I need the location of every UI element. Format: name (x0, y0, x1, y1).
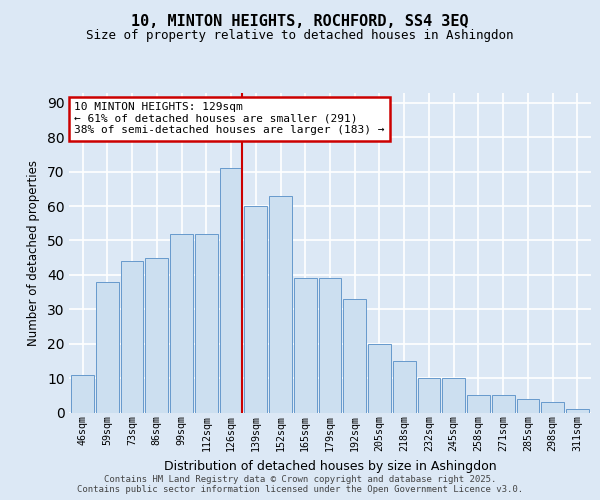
Bar (145, 258, 168, 412)
Bar (244, 206, 267, 412)
Bar (71, 374, 94, 412)
Bar (368, 344, 391, 412)
Bar (220, 168, 242, 412)
Bar (418, 378, 440, 412)
Bar (96, 282, 119, 412)
Bar (343, 299, 366, 412)
Bar (442, 378, 465, 412)
Y-axis label: Number of detached properties: Number of detached properties (27, 160, 40, 346)
Bar (269, 196, 292, 412)
Bar (541, 402, 564, 412)
Bar (517, 398, 539, 412)
Text: 10 MINTON HEIGHTS: 129sqm
← 61% of detached houses are smaller (291)
38% of semi: 10 MINTON HEIGHTS: 129sqm ← 61% of detac… (74, 102, 385, 136)
Text: 10, MINTON HEIGHTS, ROCHFORD, SS4 3EQ: 10, MINTON HEIGHTS, ROCHFORD, SS4 3EQ (131, 14, 469, 28)
Bar (195, 234, 218, 412)
Bar (566, 409, 589, 412)
X-axis label: Distribution of detached houses by size in Ashingdon: Distribution of detached houses by size … (164, 460, 496, 472)
Text: Contains HM Land Registry data © Crown copyright and database right 2025.
Contai: Contains HM Land Registry data © Crown c… (77, 474, 523, 494)
Bar (492, 396, 515, 412)
Bar (170, 234, 193, 412)
Bar (294, 278, 317, 412)
Text: Size of property relative to detached houses in Ashingdon: Size of property relative to detached ho… (86, 30, 514, 43)
Bar (467, 396, 490, 412)
Bar (319, 278, 341, 412)
Bar (121, 261, 143, 412)
Bar (393, 361, 416, 412)
